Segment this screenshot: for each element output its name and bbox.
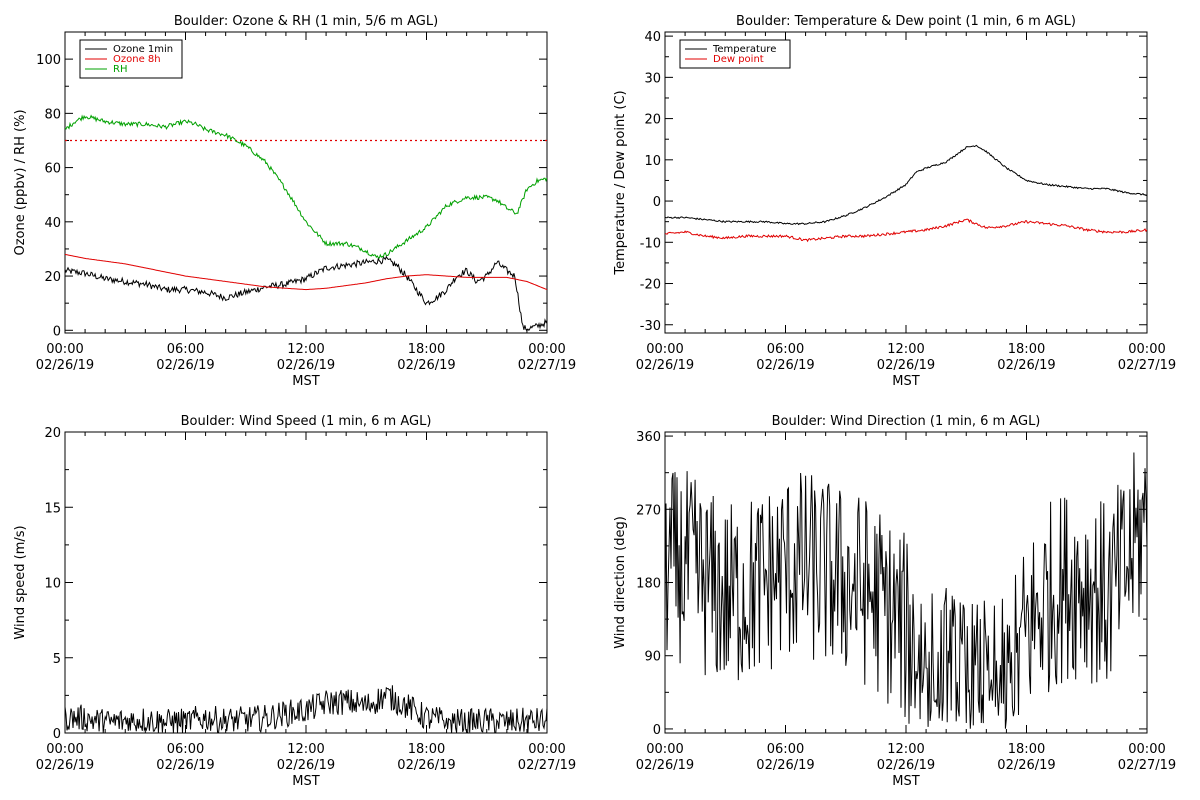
x-tick-label-date: 02/26/19 [156,758,214,773]
x-tick-label-date: 02/26/19 [36,358,94,373]
x-tick-label-date: 02/26/19 [997,758,1055,773]
wind-direction-x-axis-label: MST [892,774,919,789]
temperature-x-axis-label: MST [892,374,919,389]
y-tick-label: 20 [44,426,61,441]
y-tick-label: 0 [653,195,661,210]
wind-speed-chart: Boulder: Wind Speed (1 min, 6 m AGL) 00:0… [13,414,576,789]
wind-direction-chart: Boulder: Wind Direction (1 min, 6 m AGL)… [613,414,1176,789]
x-tick-label-time: 18:00 [408,742,445,757]
series-line-wind-direction [665,452,1147,729]
ozone-y-axis-label: Ozone (ppbv) / RH (%) [13,109,28,255]
y-tick-label: 180 [636,577,661,592]
x-tick-label-time: 00:00 [646,742,683,757]
y-tick-label: 360 [636,430,661,445]
x-tick-label-date: 02/26/19 [756,358,814,373]
wind-speed-x-axis-label: MST [292,774,319,789]
y-tick-label: -10 [640,236,661,251]
series-line-ozone-8h [65,253,547,291]
temperature-legend [679,39,791,69]
x-tick-label-time: 00:00 [528,342,565,357]
x-tick-label-date: 02/26/19 [756,758,814,773]
x-tick-label-date: 02/26/19 [877,758,935,773]
x-tick-label-time: 12:00 [287,342,324,357]
y-tick-label: 80 [44,107,61,122]
legend-label: Ozone 1min [113,44,173,55]
series-line-temperature [665,144,1147,226]
y-tick-label: 0 [653,723,661,738]
x-tick-label-date: 02/26/19 [397,358,455,373]
y-tick-label: 30 [644,71,661,86]
x-tick-label-date: 02/26/19 [277,358,335,373]
x-tick-label-date: 02/26/19 [397,758,455,773]
x-tick-label-date: 02/26/19 [277,758,335,773]
series-line-rh [65,114,547,259]
x-tick-label-date: 02/26/19 [877,358,935,373]
y-tick-label: 10 [644,154,661,169]
ozone-x-axis-label: MST [292,374,319,389]
x-tick-label-time: 00:00 [1128,342,1165,357]
y-tick-label: 40 [44,216,61,231]
y-tick-label: 60 [44,162,61,177]
x-tick-label-date: 02/27/19 [1118,358,1176,373]
x-tick-label-date: 02/26/19 [997,358,1055,373]
wind-direction-y-axis-label: Wind direction (deg) [613,516,628,649]
y-tick-label: 0 [53,324,61,339]
x-tick-label-time: 06:00 [767,342,804,357]
ozone-title: Boulder: Ozone & RH (1 min, 5/6 m AGL) [174,14,438,29]
x-tick-label-time: 12:00 [887,742,924,757]
y-tick-label: 90 [644,650,661,665]
wind-direction-title: Boulder: Wind Direction (1 min, 6 m AGL) [772,414,1041,429]
ozone-chart: Boulder: Ozone & RH (1 min, 5/6 m AGL)00… [13,14,576,389]
x-tick-label-date: 02/27/19 [1118,758,1176,773]
legend-label: Temperature [712,44,776,55]
temperature-chart: Boulder: Temperature & Dew point (1 min,… [613,14,1176,389]
temperature-y-axis-label: Temperature / Dew point (C) [613,90,628,275]
wind-speed-plot-frame [64,431,548,734]
series-line-wind-speed [65,685,547,733]
series-line-ozone-1min [65,255,547,332]
x-tick-label-time: 00:00 [646,342,683,357]
x-tick-label-time: 06:00 [767,742,804,757]
x-tick-label-time: 00:00 [46,342,83,357]
x-tick-label-date: 02/27/19 [518,758,576,773]
y-tick-label: 0 [53,727,61,742]
temperature-plot-frame [664,31,1148,334]
x-tick-label-time: 00:00 [528,742,565,757]
wind-speed-y-axis-label: Wind speed (m/s) [13,525,28,639]
x-tick-label-date: 02/26/19 [36,758,94,773]
y-tick-label: 5 [53,652,61,667]
x-tick-label-date: 02/26/19 [636,758,694,773]
series-line-dew-point [665,218,1147,243]
y-tick-label: -20 [640,278,661,293]
y-tick-label: 20 [644,113,661,128]
y-tick-label: 100 [36,53,61,68]
x-tick-label-date: 02/27/19 [518,358,576,373]
y-tick-label: 20 [44,270,61,285]
y-tick-label: 10 [44,577,61,592]
y-tick-label: -30 [640,319,661,334]
legend-label: Ozone 8h [113,54,161,65]
x-tick-label-date: 02/26/19 [156,358,214,373]
x-tick-label-time: 00:00 [1128,742,1165,757]
y-tick-label: 270 [636,503,661,518]
x-tick-label-time: 12:00 [287,742,324,757]
x-tick-label-time: 18:00 [408,342,445,357]
x-tick-label-time: 18:00 [1008,742,1045,757]
x-tick-label-time: 18:00 [1008,342,1045,357]
y-tick-label: 15 [44,501,61,516]
wind-speed-title: Boulder: Wind Speed (1 min, 6 m AGL) [181,414,432,429]
y-tick-label: 40 [644,30,661,45]
x-tick-label-time: 12:00 [887,342,924,357]
x-tick-label-time: 00:00 [46,742,83,757]
x-tick-label-date: 02/26/19 [636,358,694,373]
legend-label: RH [113,64,127,75]
temperature-title: Boulder: Temperature & Dew point (1 min,… [736,14,1076,29]
x-tick-label-time: 06:00 [167,742,204,757]
x-tick-label-time: 06:00 [167,342,204,357]
legend-label: Dew point [713,54,764,65]
